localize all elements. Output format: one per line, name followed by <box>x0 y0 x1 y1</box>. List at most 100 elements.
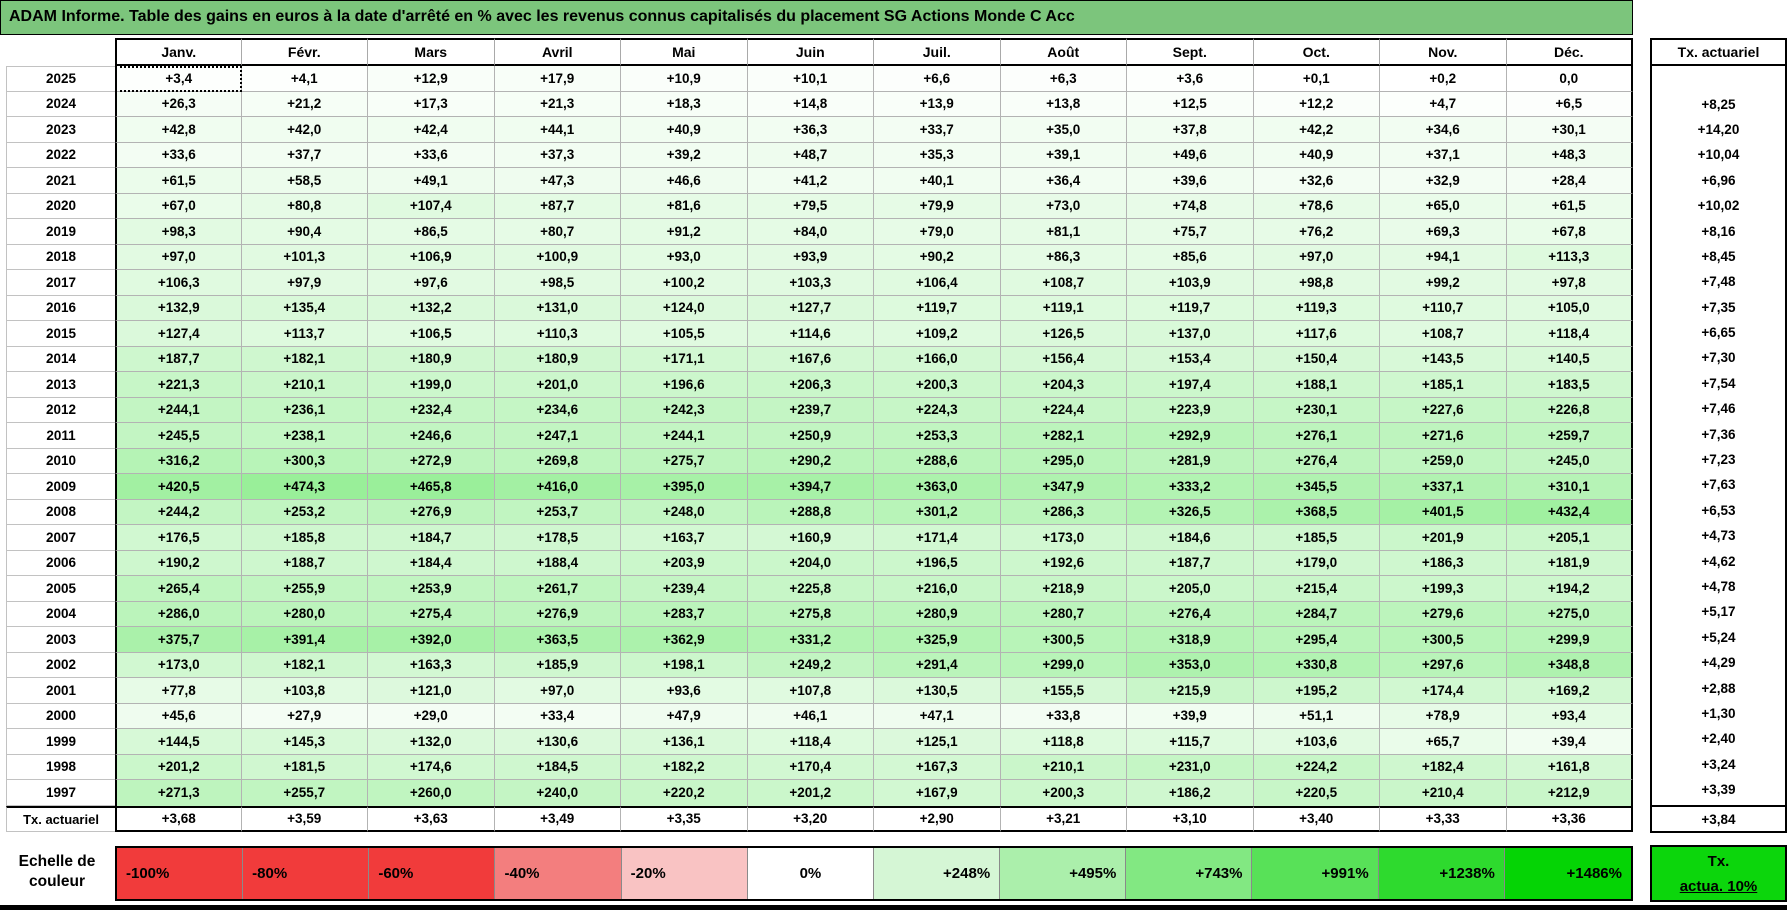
gain-cell[interactable]: +97,9 <box>241 270 368 296</box>
gain-cell[interactable]: +244,2 <box>115 499 242 525</box>
tx-value[interactable]: +6,65 <box>1701 325 1736 341</box>
gain-cell[interactable]: +284,7 <box>1253 601 1380 627</box>
year-label[interactable]: 2004 <box>6 601 115 627</box>
gain-cell[interactable]: +13,9 <box>874 91 1001 117</box>
year-label[interactable]: 2016 <box>6 295 115 321</box>
gain-cell[interactable]: +204,3 <box>1000 372 1127 398</box>
tx-actuariel-total-cell[interactable]: +3,84 <box>1650 807 1787 833</box>
gain-cell[interactable]: +279,6 <box>1380 601 1507 627</box>
month-header[interactable]: Août <box>1000 38 1127 66</box>
year-label[interactable]: 2000 <box>6 703 115 729</box>
gain-cell[interactable]: +345,5 <box>1253 474 1380 500</box>
gain-cell[interactable]: +115,7 <box>1127 729 1254 755</box>
gain-cell[interactable]: +236,1 <box>241 397 368 423</box>
gain-cell[interactable]: +288,6 <box>874 448 1001 474</box>
gain-cell[interactable]: +39,9 <box>1127 703 1254 729</box>
gain-cell[interactable]: +275,7 <box>621 448 748 474</box>
gain-cell[interactable]: +47,9 <box>621 703 748 729</box>
gain-cell[interactable]: +78,6 <box>1253 193 1380 219</box>
tx-row-cell[interactable]: +3,10 <box>1127 805 1254 832</box>
gain-cell[interactable]: +167,9 <box>874 780 1001 806</box>
gain-cell[interactable]: +58,5 <box>241 168 368 194</box>
gain-cell[interactable]: +185,8 <box>241 525 368 551</box>
gain-cell[interactable]: +276,4 <box>1127 601 1254 627</box>
gain-cell[interactable]: +176,5 <box>115 525 242 551</box>
tx-row-cell[interactable]: +3,63 <box>368 805 495 832</box>
gain-cell[interactable]: +155,5 <box>1000 678 1127 704</box>
gain-cell[interactable]: +32,6 <box>1253 168 1380 194</box>
gain-cell[interactable]: +51,1 <box>1253 703 1380 729</box>
month-header[interactable]: Sept. <box>1127 38 1254 66</box>
gain-cell[interactable]: +40,9 <box>1253 142 1380 168</box>
gain-cell[interactable]: +93,0 <box>621 244 748 270</box>
month-header[interactable]: Mai <box>621 38 748 66</box>
gain-cell[interactable]: +310,1 <box>1506 474 1633 500</box>
gain-cell[interactable]: +132,2 <box>368 295 495 321</box>
gain-cell[interactable]: +49,6 <box>1127 142 1254 168</box>
gain-cell[interactable]: +171,1 <box>621 346 748 372</box>
gain-cell[interactable]: +171,4 <box>874 525 1001 551</box>
gain-cell[interactable]: +295,4 <box>1253 627 1380 653</box>
gain-cell[interactable]: +269,8 <box>494 448 621 474</box>
gain-cell[interactable]: +103,3 <box>747 270 874 296</box>
tx-row-cell[interactable]: +3,33 <box>1380 805 1507 832</box>
tx-value[interactable]: +2,40 <box>1701 731 1736 747</box>
tx-value[interactable]: +4,73 <box>1701 528 1736 544</box>
gain-cell[interactable]: +231,0 <box>1127 754 1254 780</box>
gain-cell[interactable]: +41,2 <box>747 168 874 194</box>
gain-cell[interactable]: +79,0 <box>874 219 1001 245</box>
gain-cell[interactable]: +121,0 <box>368 678 495 704</box>
gain-cell[interactable]: +107,4 <box>368 193 495 219</box>
gain-cell[interactable]: +33,6 <box>368 142 495 168</box>
gain-cell[interactable]: +33,7 <box>874 117 1001 143</box>
gain-cell[interactable]: +394,7 <box>747 474 874 500</box>
tx-row-cell[interactable]: +3,68 <box>115 805 242 832</box>
gain-cell[interactable]: +201,9 <box>1380 525 1507 551</box>
gain-cell[interactable]: +17,9 <box>494 66 621 92</box>
gain-cell[interactable]: +248,0 <box>621 499 748 525</box>
gain-cell[interactable]: +210,1 <box>241 372 368 398</box>
gain-cell[interactable]: +281,9 <box>1127 448 1254 474</box>
gain-cell[interactable]: +79,9 <box>874 193 1001 219</box>
gain-cell[interactable]: +67,0 <box>115 193 242 219</box>
gain-cell[interactable]: +107,8 <box>747 678 874 704</box>
year-label[interactable]: 2010 <box>6 448 115 474</box>
gain-cell[interactable]: +232,4 <box>368 397 495 423</box>
gain-cell[interactable]: +125,1 <box>874 729 1001 755</box>
legend-cell[interactable]: -60% <box>369 848 496 899</box>
gain-cell[interactable]: +93,4 <box>1506 703 1633 729</box>
gain-cell[interactable]: +326,5 <box>1127 499 1254 525</box>
gain-cell[interactable]: +362,9 <box>621 627 748 653</box>
gain-cell[interactable]: +18,3 <box>621 91 748 117</box>
gain-cell[interactable]: +255,9 <box>241 576 368 602</box>
gain-cell[interactable]: +199,0 <box>368 372 495 398</box>
gain-cell[interactable]: +280,0 <box>241 601 368 627</box>
gain-cell[interactable]: +118,4 <box>1506 321 1633 347</box>
gain-cell[interactable]: +113,3 <box>1506 244 1633 270</box>
month-header[interactable]: Déc. <box>1506 38 1633 66</box>
year-label[interactable]: 2013 <box>6 372 115 398</box>
gain-cell[interactable]: +40,9 <box>621 117 748 143</box>
legend-cell[interactable]: +1238% <box>1378 848 1505 899</box>
gain-cell[interactable]: +110,3 <box>494 321 621 347</box>
gain-cell[interactable]: +39,1 <box>1000 142 1127 168</box>
gain-cell[interactable]: +0,2 <box>1380 66 1507 92</box>
gain-cell[interactable]: +192,6 <box>1000 550 1127 576</box>
gain-cell[interactable]: +73,0 <box>1000 193 1127 219</box>
year-label[interactable]: 2021 <box>6 168 115 194</box>
gain-cell[interactable]: +90,4 <box>241 219 368 245</box>
year-label[interactable]: 2018 <box>6 244 115 270</box>
gain-cell[interactable]: +224,4 <box>1000 397 1127 423</box>
gain-cell[interactable]: +97,0 <box>115 244 242 270</box>
gain-cell[interactable]: +198,1 <box>621 652 748 678</box>
gain-cell[interactable]: +225,8 <box>747 576 874 602</box>
month-header[interactable]: Avril <box>494 38 621 66</box>
gain-cell[interactable]: +110,7 <box>1380 295 1507 321</box>
gain-cell[interactable]: +17,3 <box>368 91 495 117</box>
gain-cell[interactable]: +4,7 <box>1380 91 1507 117</box>
gain-cell[interactable]: 0,0 <box>1506 66 1633 92</box>
year-label[interactable]: 2024 <box>6 91 115 117</box>
year-label[interactable]: 2025 <box>6 66 115 92</box>
gain-cell[interactable]: +77,8 <box>115 678 242 704</box>
gain-cell[interactable]: +216,0 <box>874 576 1001 602</box>
